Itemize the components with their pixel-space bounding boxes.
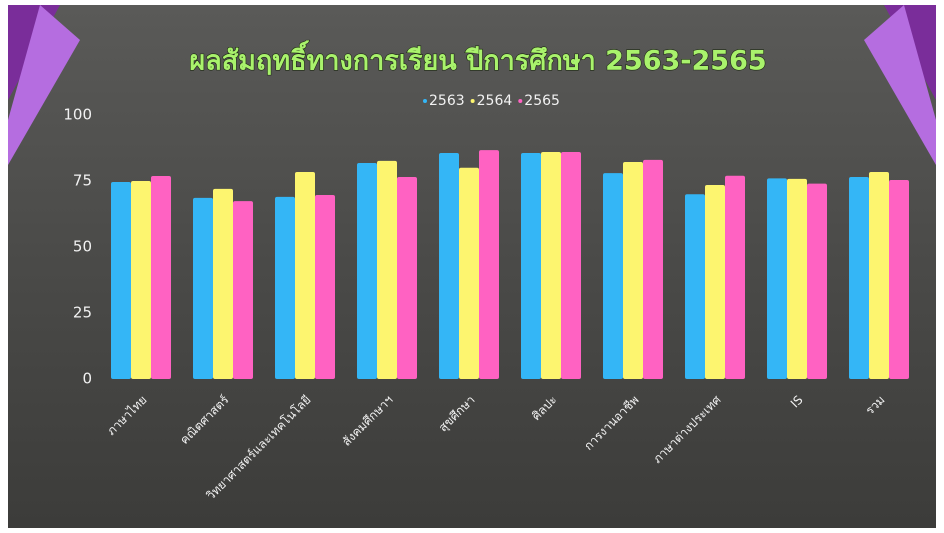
- bar: [479, 150, 499, 379]
- y-tick-label: 75: [73, 172, 92, 190]
- bar: [807, 183, 827, 379]
- y-tick-label: 0: [82, 370, 92, 388]
- bar: [869, 172, 889, 379]
- bar: [725, 175, 745, 379]
- legend-label: 2565: [524, 93, 560, 109]
- bar: [767, 178, 787, 379]
- bar: [377, 160, 397, 379]
- bar: [459, 167, 479, 379]
- bar: [111, 182, 131, 379]
- bar: [541, 151, 561, 379]
- bar: [357, 163, 377, 379]
- corner-decoration: [864, 5, 936, 165]
- legend-label: 2563: [429, 93, 465, 109]
- bar: [213, 188, 233, 379]
- legend-marker: [518, 99, 523, 103]
- bar: [397, 177, 417, 379]
- bar: [623, 161, 643, 379]
- y-tick-label: 50: [73, 238, 92, 256]
- corner-decoration: [8, 5, 80, 165]
- bar: [131, 181, 151, 379]
- bar: [275, 196, 295, 379]
- bar: [849, 177, 869, 379]
- chart-title: ผลสัมฤทธิ์ทางการเรียน ปีการศึกษา 2563-25…: [189, 41, 766, 77]
- legend-marker: [470, 99, 475, 103]
- y-tick-label: 100: [63, 106, 92, 124]
- bar: [521, 153, 541, 379]
- bar: [193, 197, 213, 379]
- bar: [561, 151, 581, 379]
- y-tick-label: 25: [73, 304, 92, 322]
- bar: [787, 178, 807, 379]
- bar: [315, 194, 335, 379]
- bar: [643, 159, 663, 379]
- bar: [151, 175, 171, 379]
- bar: [685, 194, 705, 379]
- bar: [705, 184, 725, 379]
- bar: [295, 172, 315, 379]
- bar: [889, 179, 909, 379]
- legend-marker: [423, 99, 427, 103]
- bar: [603, 173, 623, 379]
- legend-label: 2564: [477, 93, 513, 109]
- bar: [233, 201, 253, 379]
- bar: [439, 153, 459, 379]
- legend: 2563 2564 2565: [423, 93, 560, 109]
